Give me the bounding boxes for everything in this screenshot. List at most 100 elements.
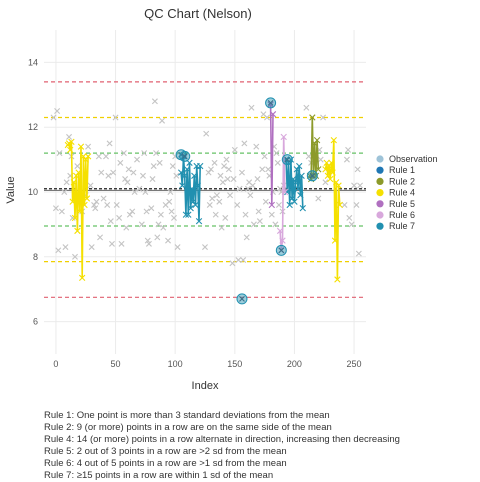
observation-point	[355, 250, 362, 257]
observation-point	[217, 172, 224, 179]
rule1-marker	[239, 296, 245, 302]
observation-point	[272, 221, 279, 228]
observation-point	[322, 179, 329, 186]
observation-point	[130, 169, 137, 176]
observation-point	[224, 176, 231, 183]
observation-point	[117, 159, 124, 166]
observation-point	[55, 247, 62, 254]
rule4-point	[327, 175, 334, 183]
x-tick-label: 0	[53, 359, 58, 369]
y-axis-title: Value	[5, 176, 17, 203]
observation-point	[165, 237, 172, 244]
observation-point	[354, 166, 361, 173]
rule4-point	[70, 179, 78, 186]
observation-point	[268, 211, 275, 218]
rule4-point	[71, 214, 79, 222]
observation-point	[153, 150, 160, 157]
rule7-point	[291, 198, 298, 205]
observation-point	[74, 163, 81, 170]
observation-point	[227, 192, 234, 199]
observation-point	[236, 185, 243, 192]
legend-label: Rule 2	[389, 176, 415, 186]
rule4-line	[67, 141, 89, 278]
observation-point	[87, 182, 94, 189]
observation-point	[174, 244, 181, 251]
observation-point	[58, 208, 65, 215]
rule6-point	[280, 133, 287, 141]
rule7-point	[297, 192, 304, 199]
observation-point	[142, 189, 149, 195]
x-axis-ticks: 0 50 100 150 200 250	[53, 359, 361, 369]
rule7-point	[181, 172, 188, 179]
rule4-point	[73, 172, 80, 179]
rule1-points	[175, 97, 318, 305]
rule4-point	[324, 172, 332, 179]
y-tick-label: 14	[28, 57, 38, 67]
rule4-point	[325, 162, 333, 170]
observation-point	[123, 224, 130, 231]
rule2-point	[309, 114, 316, 121]
observation-point	[265, 166, 272, 173]
observation-point	[124, 179, 131, 186]
observation-point	[305, 153, 312, 160]
legend-swatch	[376, 211, 384, 219]
observation-point	[56, 150, 63, 157]
observation-point	[97, 234, 104, 241]
rule4-point	[334, 276, 341, 283]
rule4-point	[77, 143, 85, 150]
observation-point	[143, 208, 150, 215]
rule7-point	[179, 182, 186, 189]
rule-note: Rule 7: ≥15 points in a row are within 1…	[44, 470, 274, 481]
observation-point	[213, 192, 220, 199]
rule7-point	[188, 185, 196, 192]
observation-point	[259, 166, 266, 173]
observation-point	[145, 240, 152, 247]
rule7-point	[290, 175, 297, 183]
observation-point	[61, 189, 68, 195]
observation-point	[230, 176, 237, 183]
observation-point	[141, 150, 148, 157]
rule4-point	[330, 136, 337, 144]
rule-note: Rule 5: 2 out of 3 points in a row are >…	[44, 446, 287, 457]
observation-point	[103, 153, 110, 160]
observation-point	[275, 201, 282, 208]
rule1-marker	[181, 153, 188, 160]
observation-point	[219, 179, 226, 186]
x-axis-title: Index	[192, 380, 219, 392]
observation-point	[207, 166, 214, 173]
rule7-point	[189, 198, 197, 205]
rule7-point	[187, 205, 194, 212]
legend-label: Rule 1	[389, 165, 415, 175]
observation-point	[107, 218, 114, 225]
observation-point	[202, 244, 208, 251]
y-tick-label: 8	[33, 252, 38, 262]
observation-point	[95, 153, 102, 160]
observation-point	[205, 169, 212, 176]
rule4-point	[332, 179, 340, 186]
rule2-point	[313, 136, 321, 144]
observation-point	[211, 159, 218, 166]
rule-notes: Rule 1: One point is more than 3 standar…	[44, 410, 474, 482]
legend-swatch	[376, 222, 384, 230]
rule7-point	[294, 185, 302, 192]
chart-title: QC Chart (Nelson)	[144, 6, 252, 21]
observation-point	[168, 208, 175, 215]
rule7-point	[182, 211, 190, 218]
rule1-marker	[267, 100, 274, 106]
rule4-point	[81, 201, 88, 209]
rule5-point	[269, 111, 277, 118]
rule1-marker	[309, 172, 316, 179]
observation-point	[122, 176, 129, 183]
rule6-point	[276, 227, 284, 235]
legend-swatch	[376, 177, 384, 185]
observation-point	[209, 195, 216, 202]
rule-series	[64, 101, 343, 283]
observation-point	[216, 198, 223, 205]
observation-point	[348, 221, 355, 228]
rule5-point	[267, 101, 274, 108]
observation-point	[235, 257, 242, 264]
observation-point	[240, 257, 247, 264]
rule4-point	[75, 169, 82, 176]
observation-point	[138, 221, 145, 228]
